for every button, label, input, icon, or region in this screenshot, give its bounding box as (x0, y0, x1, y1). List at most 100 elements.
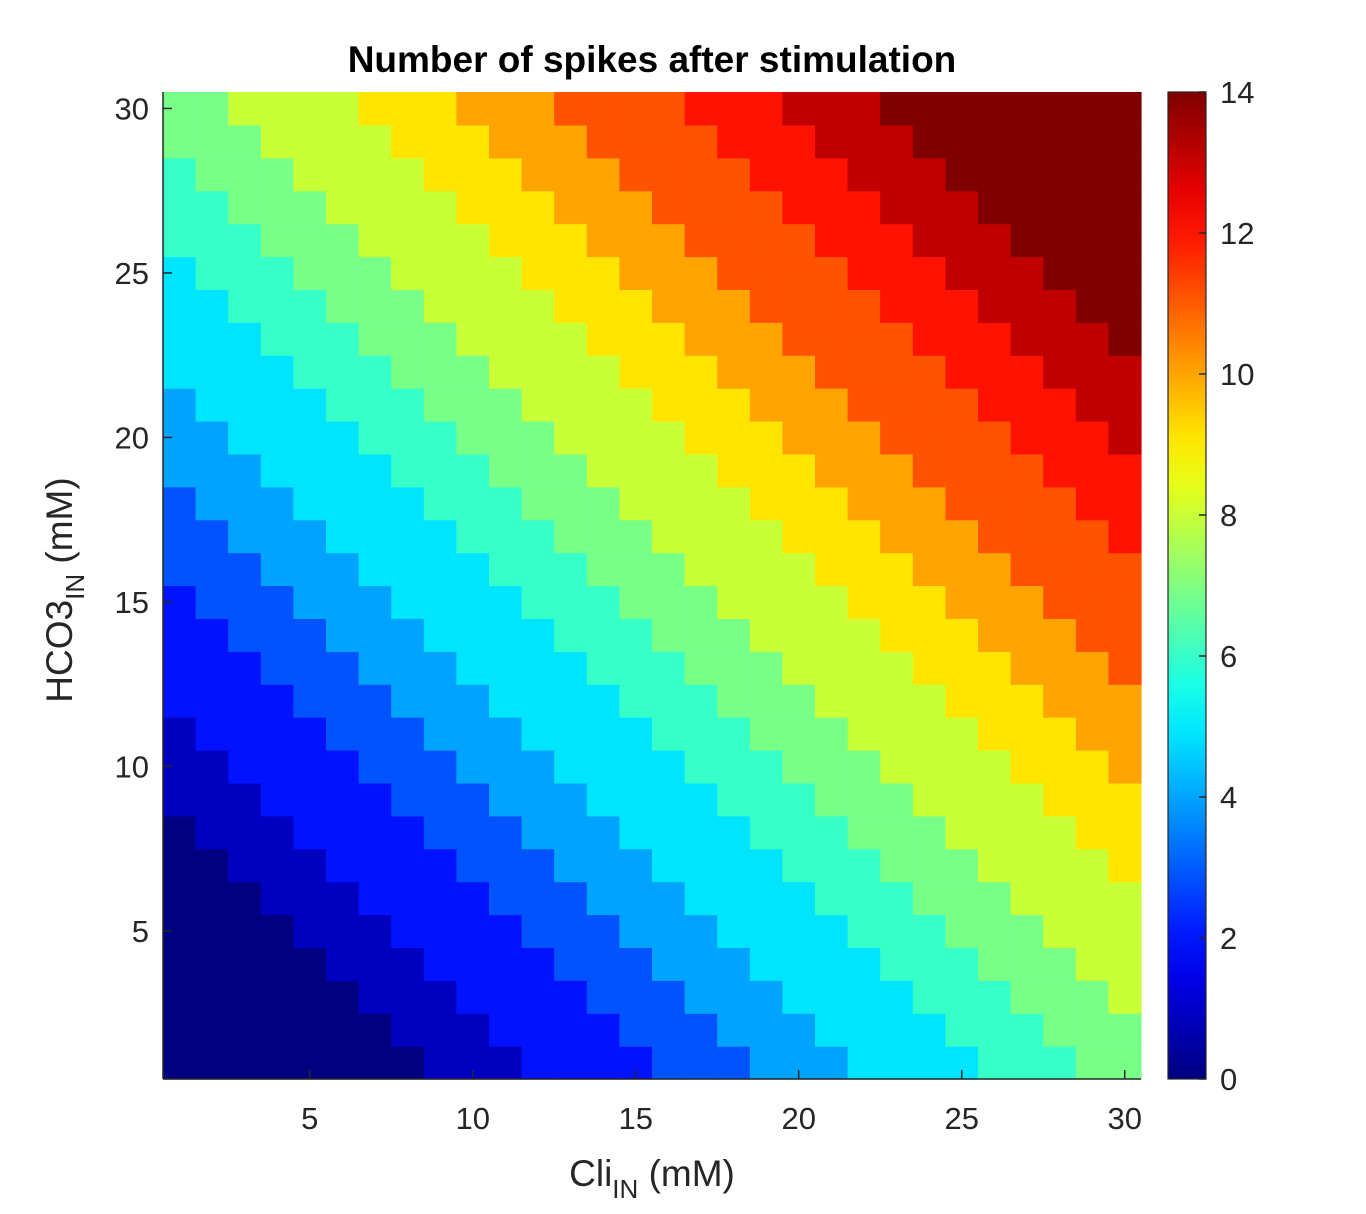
heatmap-cell (1075, 1013, 1109, 1047)
heatmap-cell (489, 914, 523, 948)
heatmap-cell (1010, 486, 1044, 521)
heatmap-cell (1043, 651, 1077, 685)
heatmap-cell (717, 881, 751, 916)
heatmap-cell (1108, 190, 1142, 225)
heatmap-cell (684, 815, 718, 850)
heatmap-cell (652, 914, 686, 948)
heatmap-cell (195, 618, 229, 652)
heatmap-cell (945, 815, 979, 850)
heatmap-cell (782, 453, 816, 488)
heatmap-cell (456, 256, 490, 290)
heatmap-cell (489, 947, 523, 981)
heatmap-cell (423, 322, 457, 356)
heatmap-cell (912, 717, 946, 751)
heatmap-cell (717, 684, 751, 718)
heatmap-cell (521, 980, 555, 1014)
heatmap-cell (326, 124, 360, 159)
heatmap-cell (554, 322, 588, 356)
heatmap-cell (815, 453, 849, 488)
heatmap-cell (521, 717, 555, 751)
heatmap-cell (521, 124, 555, 159)
heatmap-cell (358, 322, 392, 356)
heatmap-cell (1010, 157, 1044, 192)
y-tick-label: 15 (115, 585, 149, 620)
heatmap-cell (749, 1013, 783, 1047)
heatmap-cell (912, 651, 946, 685)
heatmap-cell (782, 190, 816, 225)
heatmap-cell (880, 881, 914, 916)
heatmap-cell (1010, 124, 1044, 159)
heatmap-cell (326, 92, 360, 126)
heatmap-cell (1108, 782, 1142, 817)
heatmap-cell (586, 1046, 620, 1080)
heatmap-cell (684, 782, 718, 817)
heatmap-cell (456, 289, 490, 323)
heatmap-cell (293, 980, 327, 1014)
heatmap-cell (1108, 848, 1142, 883)
heatmap-cell (945, 322, 979, 356)
heatmap-cell (456, 585, 490, 619)
heatmap-cell (554, 388, 588, 422)
heatmap-cell (521, 618, 555, 652)
heatmap-cell (521, 782, 555, 817)
heatmap-cell (684, 914, 718, 948)
heatmap-cell (1075, 190, 1109, 225)
heatmap-cell (1010, 881, 1044, 916)
heatmap-cell (326, 289, 360, 323)
heatmap-cell (912, 453, 946, 488)
heatmap-cell (391, 1013, 425, 1047)
heatmap-cell (847, 355, 881, 389)
heatmap-cell (260, 980, 294, 1014)
heatmap-cell (749, 684, 783, 718)
heatmap-cell (815, 157, 849, 192)
heatmap-cell (391, 157, 425, 192)
heatmap-cell (163, 1046, 197, 1080)
heatmap-cell (815, 223, 849, 258)
heatmap-cell (652, 190, 686, 225)
heatmap-cell (1108, 684, 1142, 718)
heatmap-cell (456, 322, 490, 356)
heatmap-cell (489, 881, 523, 916)
heatmap-cell (293, 684, 327, 718)
heatmap-cell (684, 1013, 718, 1047)
heatmap-cell (847, 190, 881, 225)
heatmap-cell (195, 684, 229, 718)
heatmap-cell (978, 486, 1012, 521)
heatmap-cell (195, 552, 229, 587)
y-axis-label: HCO3IN (mM) (39, 477, 90, 702)
heatmap-cell (684, 947, 718, 981)
heatmap-cell (195, 355, 229, 389)
heatmap-cell (684, 519, 718, 554)
heatmap-cell (521, 585, 555, 619)
heatmap-cell (1043, 881, 1077, 916)
heatmap-cell (391, 684, 425, 718)
heatmap-cell (163, 848, 197, 883)
heatmap-cell (619, 815, 653, 850)
heatmap-cell (880, 92, 914, 126)
heatmap-cell (163, 486, 197, 521)
heatmap-cell (554, 552, 588, 587)
heatmap-cell (326, 914, 360, 948)
heatmap-cell (586, 92, 620, 126)
heatmap-cell (1043, 848, 1077, 883)
heatmap-cell (326, 322, 360, 356)
heatmap-cell (1075, 684, 1109, 718)
heatmap-cell (586, 519, 620, 554)
heatmap-cell (293, 223, 327, 258)
heatmap-cell (293, 914, 327, 948)
heatmap-cell (815, 947, 849, 981)
heatmap-cell (521, 750, 555, 784)
heatmap-cell (228, 618, 262, 652)
heatmap-cell (717, 1013, 751, 1047)
heatmap-cell (652, 92, 686, 126)
heatmap-cell (1010, 355, 1044, 389)
heatmap-cell (684, 552, 718, 587)
heatmap-cell (684, 92, 718, 126)
heatmap-cell (195, 388, 229, 422)
heatmap-cell (554, 223, 588, 258)
heatmap-cell (1010, 552, 1044, 587)
heatmap-cell (423, 289, 457, 323)
heatmap-cell (912, 388, 946, 422)
heatmap-cell (586, 322, 620, 356)
heatmap-cell (978, 1046, 1012, 1080)
